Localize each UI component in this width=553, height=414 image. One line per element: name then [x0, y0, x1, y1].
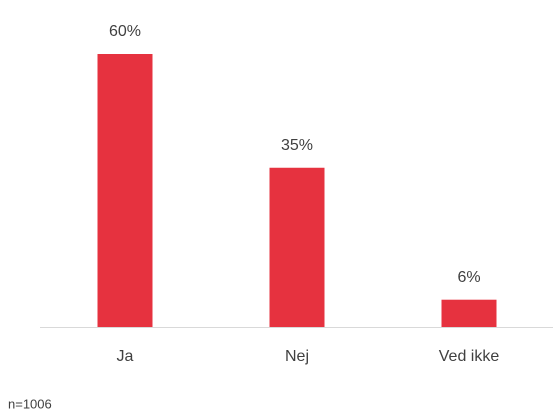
x-tick-label: Ved ikke	[439, 348, 500, 365]
x-tick-label: Nej	[285, 348, 309, 365]
bar	[441, 299, 497, 327]
value-label: 35%	[281, 137, 313, 154]
x-tick-label: Ja	[117, 348, 134, 365]
bar	[269, 167, 325, 327]
bar	[97, 54, 153, 327]
sample-size-note: n=1006	[8, 396, 52, 411]
value-label: 6%	[457, 269, 480, 286]
value-label: 60%	[109, 23, 141, 40]
